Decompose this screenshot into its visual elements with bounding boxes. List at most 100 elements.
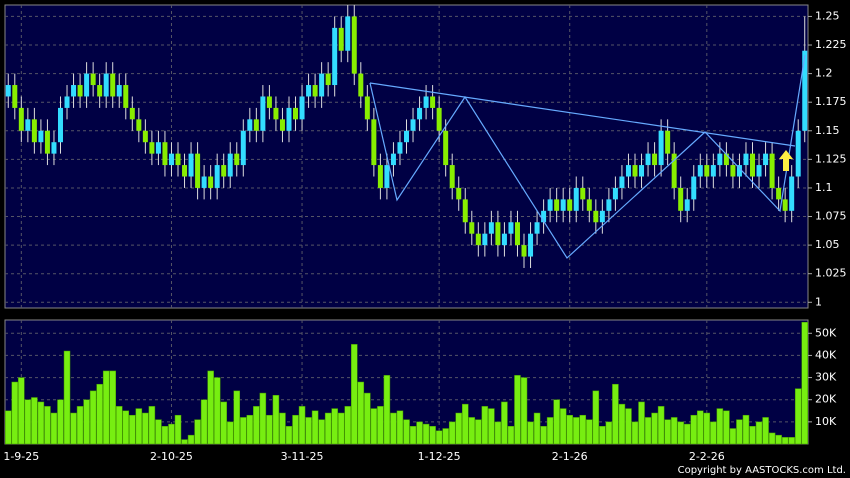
candle-body (665, 130, 671, 154)
candle-body (697, 165, 703, 177)
volume-bar (292, 414, 299, 445)
candle-body (782, 199, 788, 211)
y-tick-label: 1.125 (815, 152, 847, 165)
candle-body (482, 233, 488, 246)
volume-bar (488, 408, 495, 445)
candle-body (586, 199, 592, 211)
candle-body (528, 233, 534, 257)
volume-bar (135, 408, 143, 445)
candle-body (508, 222, 514, 234)
candle-body (776, 187, 782, 200)
volume-bar (468, 417, 476, 445)
zigzag-line (369, 54, 806, 259)
volume-bar (383, 375, 391, 445)
candle-body (639, 165, 645, 177)
volume-bar (416, 421, 423, 445)
volume-bar (259, 392, 267, 445)
candle-body (149, 142, 155, 154)
volume-bar (612, 383, 619, 445)
y-tick-label: 20K (815, 393, 837, 406)
candle-body (51, 142, 57, 154)
candle-body (188, 153, 194, 177)
volume-bar (422, 423, 430, 445)
volume-bar (174, 414, 182, 445)
volume-bar (644, 417, 652, 445)
volume-bar (664, 419, 671, 445)
candle-body (162, 142, 168, 166)
volume-bar (57, 399, 64, 445)
candle-body (462, 199, 468, 223)
candle-body (475, 233, 481, 246)
volume-bar (226, 421, 234, 445)
candle-body (12, 85, 18, 108)
candle-body (704, 165, 710, 177)
candle-body (31, 119, 37, 143)
volume-bar (357, 381, 365, 445)
volume-bar (729, 428, 737, 445)
candle-body (57, 107, 63, 143)
candle-body (795, 130, 801, 177)
candle-body (64, 96, 70, 108)
volume-bar (240, 417, 247, 445)
candle-body (136, 119, 142, 131)
candle-body (71, 85, 77, 97)
trendlines (369, 54, 806, 259)
volume-bar (70, 412, 77, 445)
y-tick-label: 1.025 (815, 267, 847, 280)
y-tick-label: 1.1 (815, 181, 833, 194)
y-tick-label: 1.15 (815, 124, 840, 137)
candle-body (750, 153, 756, 177)
candle-body (534, 222, 540, 234)
x-tick-label: 2-1-26 (552, 450, 588, 463)
candle-body (501, 233, 507, 246)
candle-body (208, 176, 214, 188)
candle-body (240, 130, 246, 166)
volume-bar (435, 430, 443, 445)
volume-bar (324, 412, 332, 445)
candle-body (195, 153, 201, 188)
volume-bar (390, 412, 397, 445)
candle-body (299, 96, 305, 120)
volume-bar (24, 399, 32, 445)
volume-bar (586, 419, 593, 445)
volume-bar (599, 426, 606, 445)
volume-bar (63, 350, 71, 445)
candle-body (417, 107, 423, 120)
candle-body (97, 85, 103, 97)
y-tick-label: 10K (815, 415, 837, 428)
volume-bar (200, 399, 208, 445)
y-tick-label: 1 (815, 295, 822, 308)
candle-body (279, 119, 285, 131)
candle-body (723, 153, 729, 166)
candle-body (573, 187, 579, 211)
candle-body (260, 96, 266, 131)
candle-body (155, 142, 161, 154)
volume-bar (690, 414, 698, 445)
volume-bar (775, 434, 782, 445)
volume-bar (364, 392, 371, 445)
volume-bar (377, 406, 384, 445)
volume-bar (514, 375, 521, 445)
candle-body (18, 107, 24, 131)
y-tick-label: 30K (815, 371, 837, 384)
y-tick-label: 1.075 (815, 210, 847, 223)
candle-body (625, 165, 631, 177)
candle-body (123, 85, 129, 108)
candle-body (619, 176, 625, 188)
candle-body (495, 222, 501, 246)
candle-body (606, 199, 612, 211)
candle-body (377, 165, 383, 188)
candle-body (430, 96, 436, 108)
volume-bar (736, 419, 743, 445)
volume-bar (546, 417, 554, 445)
candle-body (319, 73, 325, 97)
candle-body (756, 165, 762, 177)
volume-bar (396, 410, 404, 445)
candle-body (5, 85, 11, 97)
candle-body (560, 199, 566, 211)
candle-body (456, 187, 462, 200)
volume-bar (520, 377, 528, 445)
volume-bar (285, 426, 293, 445)
volume-bar (657, 406, 665, 445)
y-tick-label: 1.25 (815, 9, 840, 22)
